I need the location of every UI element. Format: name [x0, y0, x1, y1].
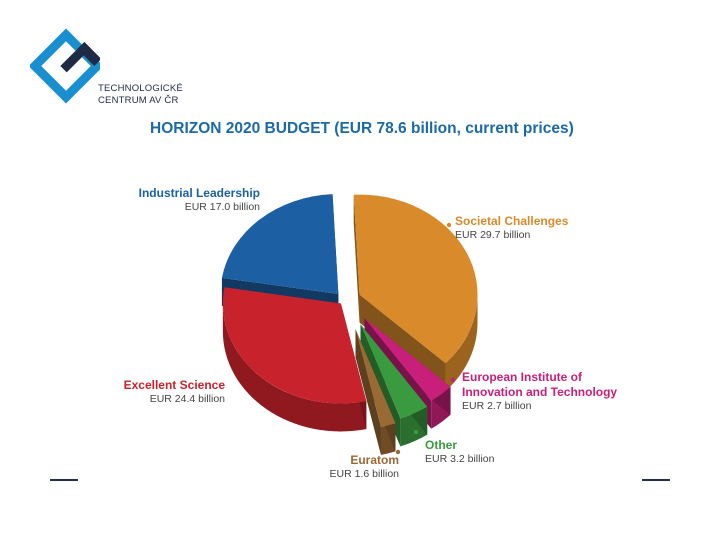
slice-excellent-science: [222, 287, 367, 404]
slice-name: European Institute of Innovation and Tec…: [462, 370, 618, 399]
slice-name: Excellent Science: [123, 378, 225, 392]
slice-value: EUR 17.0 billion: [184, 201, 260, 213]
footer-rule-right: [642, 479, 670, 481]
chart-title: HORIZON 2020 BUDGET (EUR 78.6 billion, c…: [150, 120, 574, 137]
slice-industrial-leadership: [221, 194, 339, 295]
label-industrial-leadership: Industrial Leadership EUR 17.0 billion: [139, 186, 260, 214]
slice-edge: [355, 329, 381, 455]
slice-european-institute-of-innovation-and-technology: [364, 318, 451, 401]
logo-text-line2: CENTRUM AV ČR: [98, 95, 179, 106]
slice-euratom: [355, 329, 396, 427]
technologicke-centrum-logo: [30, 28, 100, 104]
slice-value: EUR 29.7 billion: [455, 229, 531, 241]
slice-edge: [353, 194, 360, 323]
label-eit: European Institute of Innovation and Tec…: [462, 370, 622, 413]
slice-name: Industrial Leadership: [138, 186, 260, 200]
label-euratom: Euratom EUR 1.6 billion: [330, 453, 399, 481]
slice-value: EUR 2.7 billion: [462, 400, 532, 412]
slice-name: Euratom: [350, 453, 399, 467]
leader-dot: [446, 222, 452, 228]
label-excellent-science: Excellent Science EUR 24.4 billion: [124, 378, 225, 406]
slice-wall: [445, 294, 478, 392]
slice-value: EUR 3.2 billion: [425, 453, 495, 465]
label-other: Other EUR 3.2 billion: [425, 438, 494, 466]
leader-dot: [450, 377, 456, 383]
leader-dot: [413, 429, 419, 435]
logo-text-line1: TECHNOLOGICKÉ: [98, 83, 183, 94]
slice-wall: [222, 303, 367, 432]
slice-name: Societal Challenges: [455, 214, 569, 228]
slice-name: Other: [425, 438, 458, 452]
slice-value: EUR 24.4 billion: [149, 393, 225, 405]
label-societal-challenges: Societal Challenges EUR 29.7 billion: [455, 214, 568, 242]
slice-societal-challenges: [353, 194, 478, 364]
footer-rule-left: [50, 479, 78, 481]
slice-value: EUR 1.6 billion: [329, 468, 399, 480]
leader-dot: [395, 449, 401, 455]
leader-dot: [304, 207, 310, 213]
slice-other: [360, 324, 428, 419]
